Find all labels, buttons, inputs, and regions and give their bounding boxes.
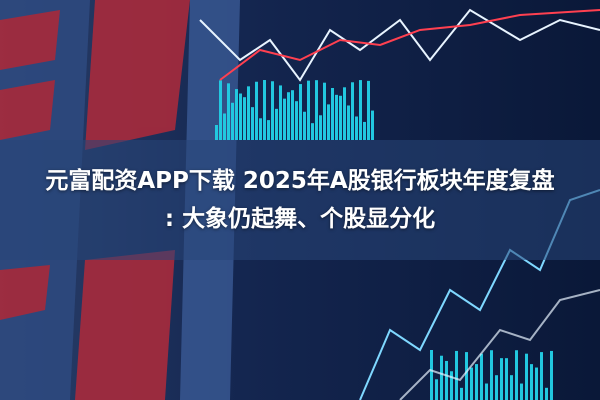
volume-bar <box>495 375 498 400</box>
volume-bar <box>371 110 374 140</box>
volume-bar <box>315 80 318 140</box>
volume-bar <box>440 355 443 400</box>
volume-bar <box>530 364 533 400</box>
volume-bar <box>347 105 350 140</box>
volume-bar <box>525 353 528 400</box>
volume-bar <box>465 352 468 400</box>
volume-bar <box>215 125 218 140</box>
volume-bar <box>485 383 488 400</box>
title-banner: 元富配资APP下载 2025年A股银行板块年度复盘 : 大象仍起舞、个股显分化 <box>0 140 600 260</box>
article-title-line-2: : 大象仍起舞、个股显分化 <box>164 206 436 232</box>
volume-bar <box>367 80 370 140</box>
volume-bar <box>255 81 258 140</box>
volume-bar <box>515 350 518 400</box>
cyan-volume-bars <box>215 80 553 400</box>
volume-bar <box>267 120 270 140</box>
volume-bar <box>490 350 493 400</box>
volume-bar <box>520 383 523 400</box>
volume-bar <box>545 387 548 400</box>
volume-bar <box>470 367 473 400</box>
volume-bar <box>475 364 478 400</box>
volume-bar <box>351 82 354 140</box>
volume-bar <box>550 350 553 400</box>
volume-bar <box>219 80 222 140</box>
volume-bar <box>460 387 463 400</box>
volume-bar <box>235 89 238 140</box>
volume-bar <box>263 80 266 140</box>
volume-bar <box>510 375 513 400</box>
volume-bar <box>271 81 274 140</box>
volume-bar <box>227 83 230 140</box>
volume-bar <box>445 360 448 400</box>
volume-bar <box>275 108 278 140</box>
volume-bar <box>339 95 342 140</box>
volume-bar <box>355 116 358 140</box>
volume-bar <box>319 115 322 140</box>
volume-bar <box>359 80 362 140</box>
volume-bar <box>450 371 453 400</box>
volume-bar <box>331 87 334 140</box>
volume-bar <box>505 358 508 400</box>
volume-bar <box>259 118 262 140</box>
volume-bar <box>323 82 326 140</box>
volume-bar <box>291 90 294 140</box>
volume-bar <box>295 101 298 140</box>
volume-bar <box>307 80 310 140</box>
volume-bar <box>455 350 458 400</box>
volume-bar <box>251 107 254 140</box>
volume-bar <box>299 84 302 140</box>
volume-bar <box>540 352 543 400</box>
volume-bar <box>239 93 242 140</box>
volume-bar <box>303 111 306 140</box>
volume-bar <box>247 86 250 140</box>
volume-bar <box>535 367 538 400</box>
volume-bar <box>327 104 330 140</box>
volume-bar <box>287 92 290 140</box>
volume-bar <box>223 113 226 140</box>
volume-bar <box>231 102 234 140</box>
volume-bar <box>500 358 503 400</box>
article-title-line-1: 元富配资APP下载 2025年A股银行板块年度复盘 <box>45 168 555 194</box>
volume-bar <box>243 97 246 140</box>
volume-bar <box>343 87 346 140</box>
volume-bar <box>283 98 286 140</box>
volume-bar <box>480 353 483 400</box>
volume-bar <box>311 123 314 140</box>
volume-bar <box>435 379 438 400</box>
volume-bar <box>279 85 282 140</box>
volume-bar <box>363 121 366 140</box>
volume-bar <box>430 350 433 400</box>
volume-bar <box>335 94 338 140</box>
